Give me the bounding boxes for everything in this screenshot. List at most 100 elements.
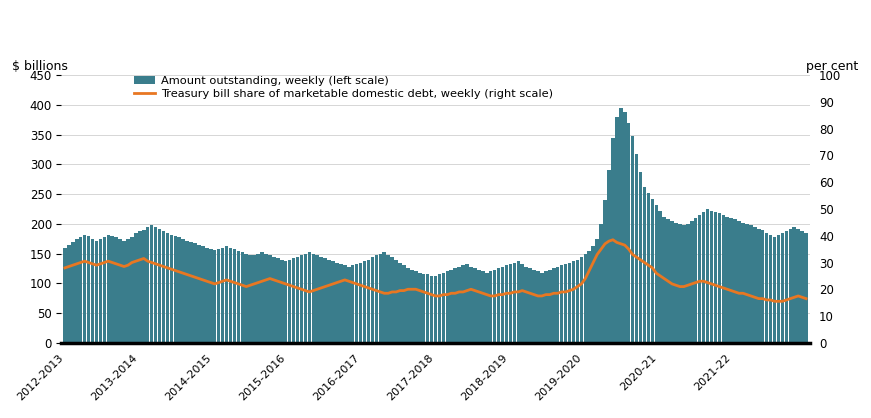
Bar [91, 239, 94, 343]
Bar [646, 193, 650, 343]
Bar [225, 247, 228, 343]
Bar [126, 239, 130, 343]
Bar [746, 224, 749, 343]
Bar [264, 254, 267, 343]
Bar [446, 271, 449, 343]
Bar [354, 264, 359, 343]
Bar [240, 252, 244, 343]
Bar [757, 229, 760, 343]
Bar [552, 268, 556, 343]
Bar [564, 264, 567, 343]
Bar [205, 247, 209, 343]
Bar [229, 247, 233, 343]
Bar [406, 268, 409, 343]
Bar [579, 257, 584, 343]
Bar [390, 257, 394, 343]
Bar [71, 242, 75, 343]
Bar [702, 212, 706, 343]
Bar [300, 255, 303, 343]
Bar [95, 240, 98, 343]
Bar [512, 263, 517, 343]
Bar [395, 260, 398, 343]
Bar [233, 249, 236, 343]
Bar [718, 213, 721, 343]
Bar [777, 234, 780, 343]
Bar [796, 229, 800, 343]
Bar [713, 212, 717, 343]
Bar [800, 231, 804, 343]
Bar [489, 271, 492, 343]
Bar [375, 255, 378, 343]
Bar [449, 270, 453, 343]
Bar [429, 275, 434, 343]
Bar [331, 261, 334, 343]
Bar [761, 230, 765, 343]
Bar [197, 245, 200, 343]
Bar [780, 233, 784, 343]
Bar [371, 257, 375, 343]
Bar [320, 257, 323, 343]
Bar [287, 260, 292, 343]
Bar [682, 225, 685, 343]
Bar [706, 209, 709, 343]
Bar [517, 261, 520, 343]
Bar [793, 227, 796, 343]
Bar [591, 247, 595, 343]
Bar [726, 217, 729, 343]
Bar [189, 242, 192, 343]
Bar [398, 263, 402, 343]
Bar [209, 249, 213, 343]
Text: per cent: per cent [807, 59, 859, 73]
Bar [556, 267, 559, 343]
Bar [106, 234, 110, 343]
Bar [619, 108, 623, 343]
Bar [493, 270, 496, 343]
Bar [587, 251, 591, 343]
Bar [788, 229, 792, 343]
Bar [540, 273, 544, 343]
Bar [773, 237, 776, 343]
Bar [170, 234, 173, 343]
Bar [248, 255, 252, 343]
Bar [418, 273, 422, 343]
Bar [686, 224, 690, 343]
Bar [604, 200, 607, 343]
Bar [654, 205, 658, 343]
Bar [142, 230, 145, 343]
Bar [690, 221, 693, 343]
Bar [122, 240, 125, 343]
Legend: Amount outstanding, weekly (left scale), Treasury bill share of marketable domes: Amount outstanding, weekly (left scale),… [134, 76, 553, 99]
Bar [741, 223, 745, 343]
Bar [804, 233, 808, 343]
Bar [178, 237, 181, 343]
Bar [729, 218, 733, 343]
Bar [221, 247, 225, 343]
Bar [253, 255, 256, 343]
Bar [118, 239, 122, 343]
Bar [315, 255, 319, 343]
Bar [67, 245, 71, 343]
Bar [679, 224, 682, 343]
Bar [615, 117, 618, 343]
Bar [138, 231, 142, 343]
Bar [426, 274, 429, 343]
Bar [434, 276, 437, 343]
Bar [382, 252, 386, 343]
Bar [181, 239, 185, 343]
Text: $ billions: $ billions [12, 59, 68, 73]
Bar [477, 270, 481, 343]
Bar [473, 268, 476, 343]
Bar [710, 211, 713, 343]
Bar [268, 255, 272, 343]
Bar [671, 221, 674, 343]
Bar [296, 257, 300, 343]
Bar [627, 123, 631, 343]
Bar [359, 263, 362, 343]
Bar [785, 231, 788, 343]
Bar [410, 270, 414, 343]
Bar [643, 187, 646, 343]
Bar [568, 263, 571, 343]
Bar [674, 223, 678, 343]
Bar [769, 234, 773, 343]
Bar [611, 138, 615, 343]
